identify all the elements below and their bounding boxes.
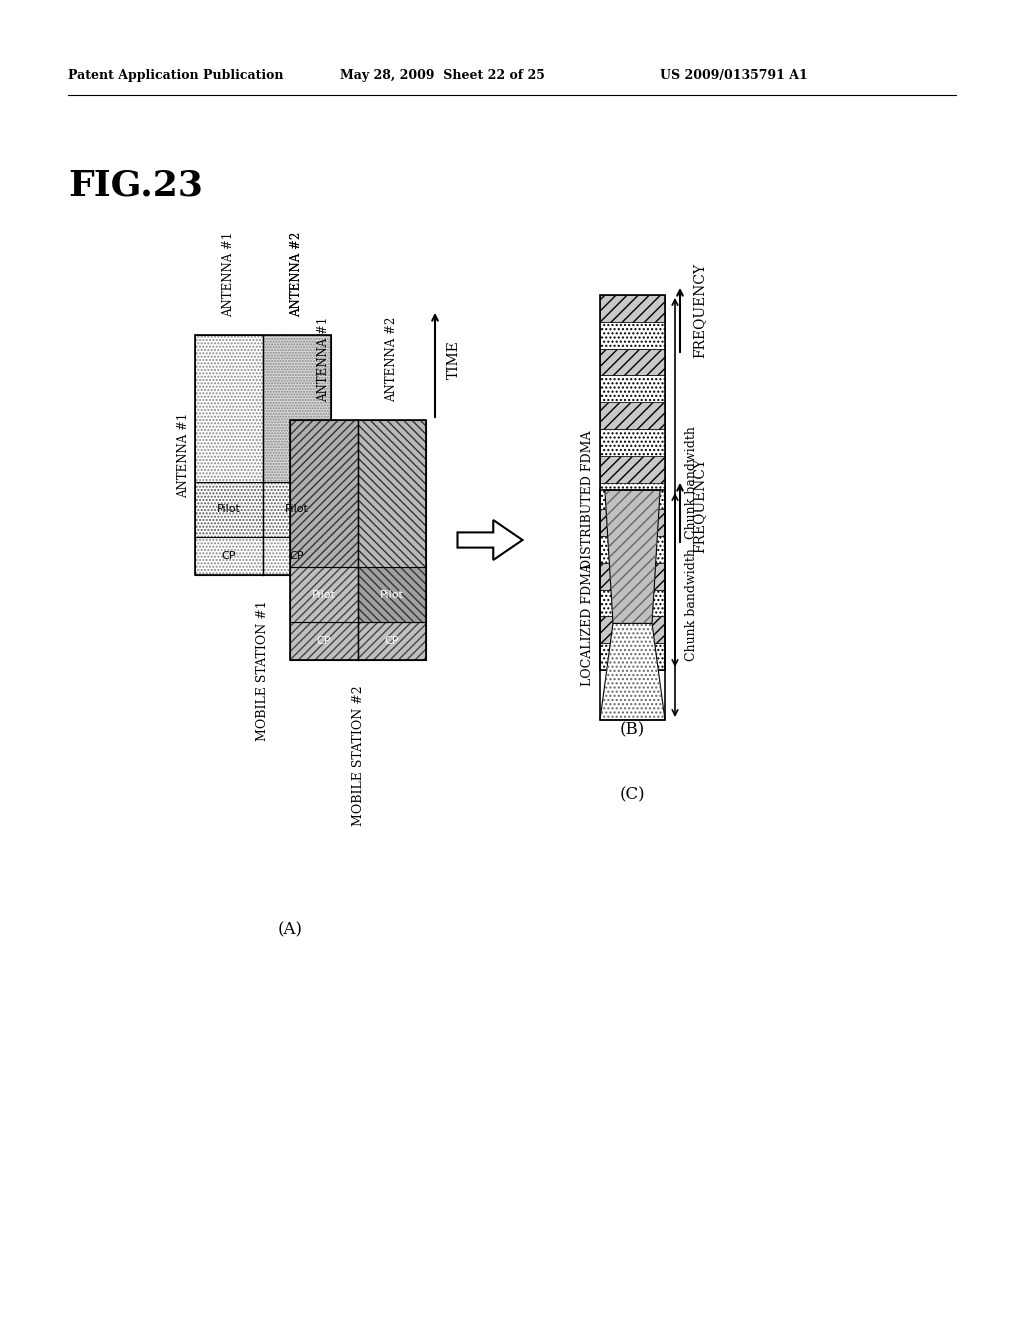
Bar	[290, 622, 358, 660]
Text: Pilot: Pilot	[217, 504, 241, 515]
Polygon shape	[600, 623, 665, 719]
Text: FREQUENCY: FREQUENCY	[692, 263, 706, 358]
Bar	[600, 590, 665, 616]
Bar	[290, 568, 358, 622]
Bar	[600, 403, 665, 429]
Text: ANTENNA #2: ANTENNA #2	[291, 232, 303, 317]
Text: ANTENNA #2: ANTENNA #2	[385, 317, 398, 403]
Text: ANTENNA #2: ANTENNA #2	[291, 232, 303, 317]
Text: MOBILE STATION #2: MOBILE STATION #2	[351, 685, 365, 825]
Text: FIG.23: FIG.23	[68, 168, 203, 202]
Bar	[600, 483, 665, 510]
Bar	[358, 568, 426, 622]
Bar	[195, 482, 263, 537]
Bar	[290, 568, 358, 622]
Text: CP: CP	[385, 636, 399, 645]
Text: CP: CP	[290, 550, 304, 561]
Bar	[358, 420, 426, 568]
Bar	[600, 429, 665, 455]
Bar	[600, 490, 665, 719]
Text: ANTENNA #1: ANTENNA #1	[317, 317, 331, 403]
Bar	[263, 335, 331, 482]
Text: Patent Application Publication: Patent Application Publication	[68, 69, 284, 82]
Bar	[600, 536, 665, 562]
Bar	[290, 420, 358, 568]
Bar	[600, 455, 665, 483]
Text: ANTENNA #1: ANTENNA #1	[177, 412, 190, 498]
Text: (C): (C)	[620, 787, 645, 804]
Bar	[290, 420, 426, 660]
Text: TIME: TIME	[447, 341, 461, 379]
Bar	[600, 562, 665, 590]
Bar	[600, 643, 665, 671]
Text: ANTENNA #1: ANTENNA #1	[222, 232, 236, 317]
Bar	[600, 375, 665, 403]
Text: FREQUENCY: FREQUENCY	[692, 458, 706, 553]
Text: DISTRIBUTED FDMA: DISTRIBUTED FDMA	[581, 430, 594, 569]
Bar	[600, 294, 665, 671]
Bar	[195, 335, 263, 482]
Bar	[263, 537, 331, 576]
Bar	[600, 294, 665, 322]
Bar	[358, 568, 426, 622]
Bar	[263, 482, 331, 537]
Text: MOBILE STATION #1: MOBILE STATION #1	[256, 601, 269, 741]
Bar	[195, 482, 263, 537]
Text: Pilot: Pilot	[285, 504, 309, 515]
Bar	[600, 322, 665, 348]
Text: (B): (B)	[620, 722, 645, 738]
Text: Pilot: Pilot	[312, 590, 336, 599]
Bar	[195, 335, 263, 482]
Bar	[358, 622, 426, 660]
Bar	[195, 537, 263, 576]
Text: LOCALIZED FDMA: LOCALIZED FDMA	[581, 564, 594, 686]
Bar	[600, 510, 665, 536]
Bar	[358, 420, 426, 568]
Text: Chunk bandwidth: Chunk bandwidth	[685, 549, 698, 661]
Polygon shape	[458, 520, 522, 560]
Text: Pilot: Pilot	[380, 590, 403, 599]
Text: May 28, 2009  Sheet 22 of 25: May 28, 2009 Sheet 22 of 25	[340, 69, 545, 82]
Text: CP: CP	[316, 636, 331, 645]
Bar	[600, 616, 665, 643]
Bar	[290, 622, 358, 660]
Text: Chunk bandwidth: Chunk bandwidth	[685, 426, 698, 539]
Polygon shape	[605, 490, 660, 623]
Bar	[195, 335, 331, 576]
Bar	[358, 622, 426, 660]
Bar	[600, 348, 665, 375]
Text: US 2009/0135791 A1: US 2009/0135791 A1	[660, 69, 808, 82]
Text: CP: CP	[222, 550, 237, 561]
Bar	[263, 482, 331, 537]
Bar	[263, 335, 331, 482]
Bar	[195, 537, 263, 576]
Text: (A): (A)	[278, 921, 302, 939]
Bar	[290, 420, 358, 568]
Bar	[263, 537, 331, 576]
